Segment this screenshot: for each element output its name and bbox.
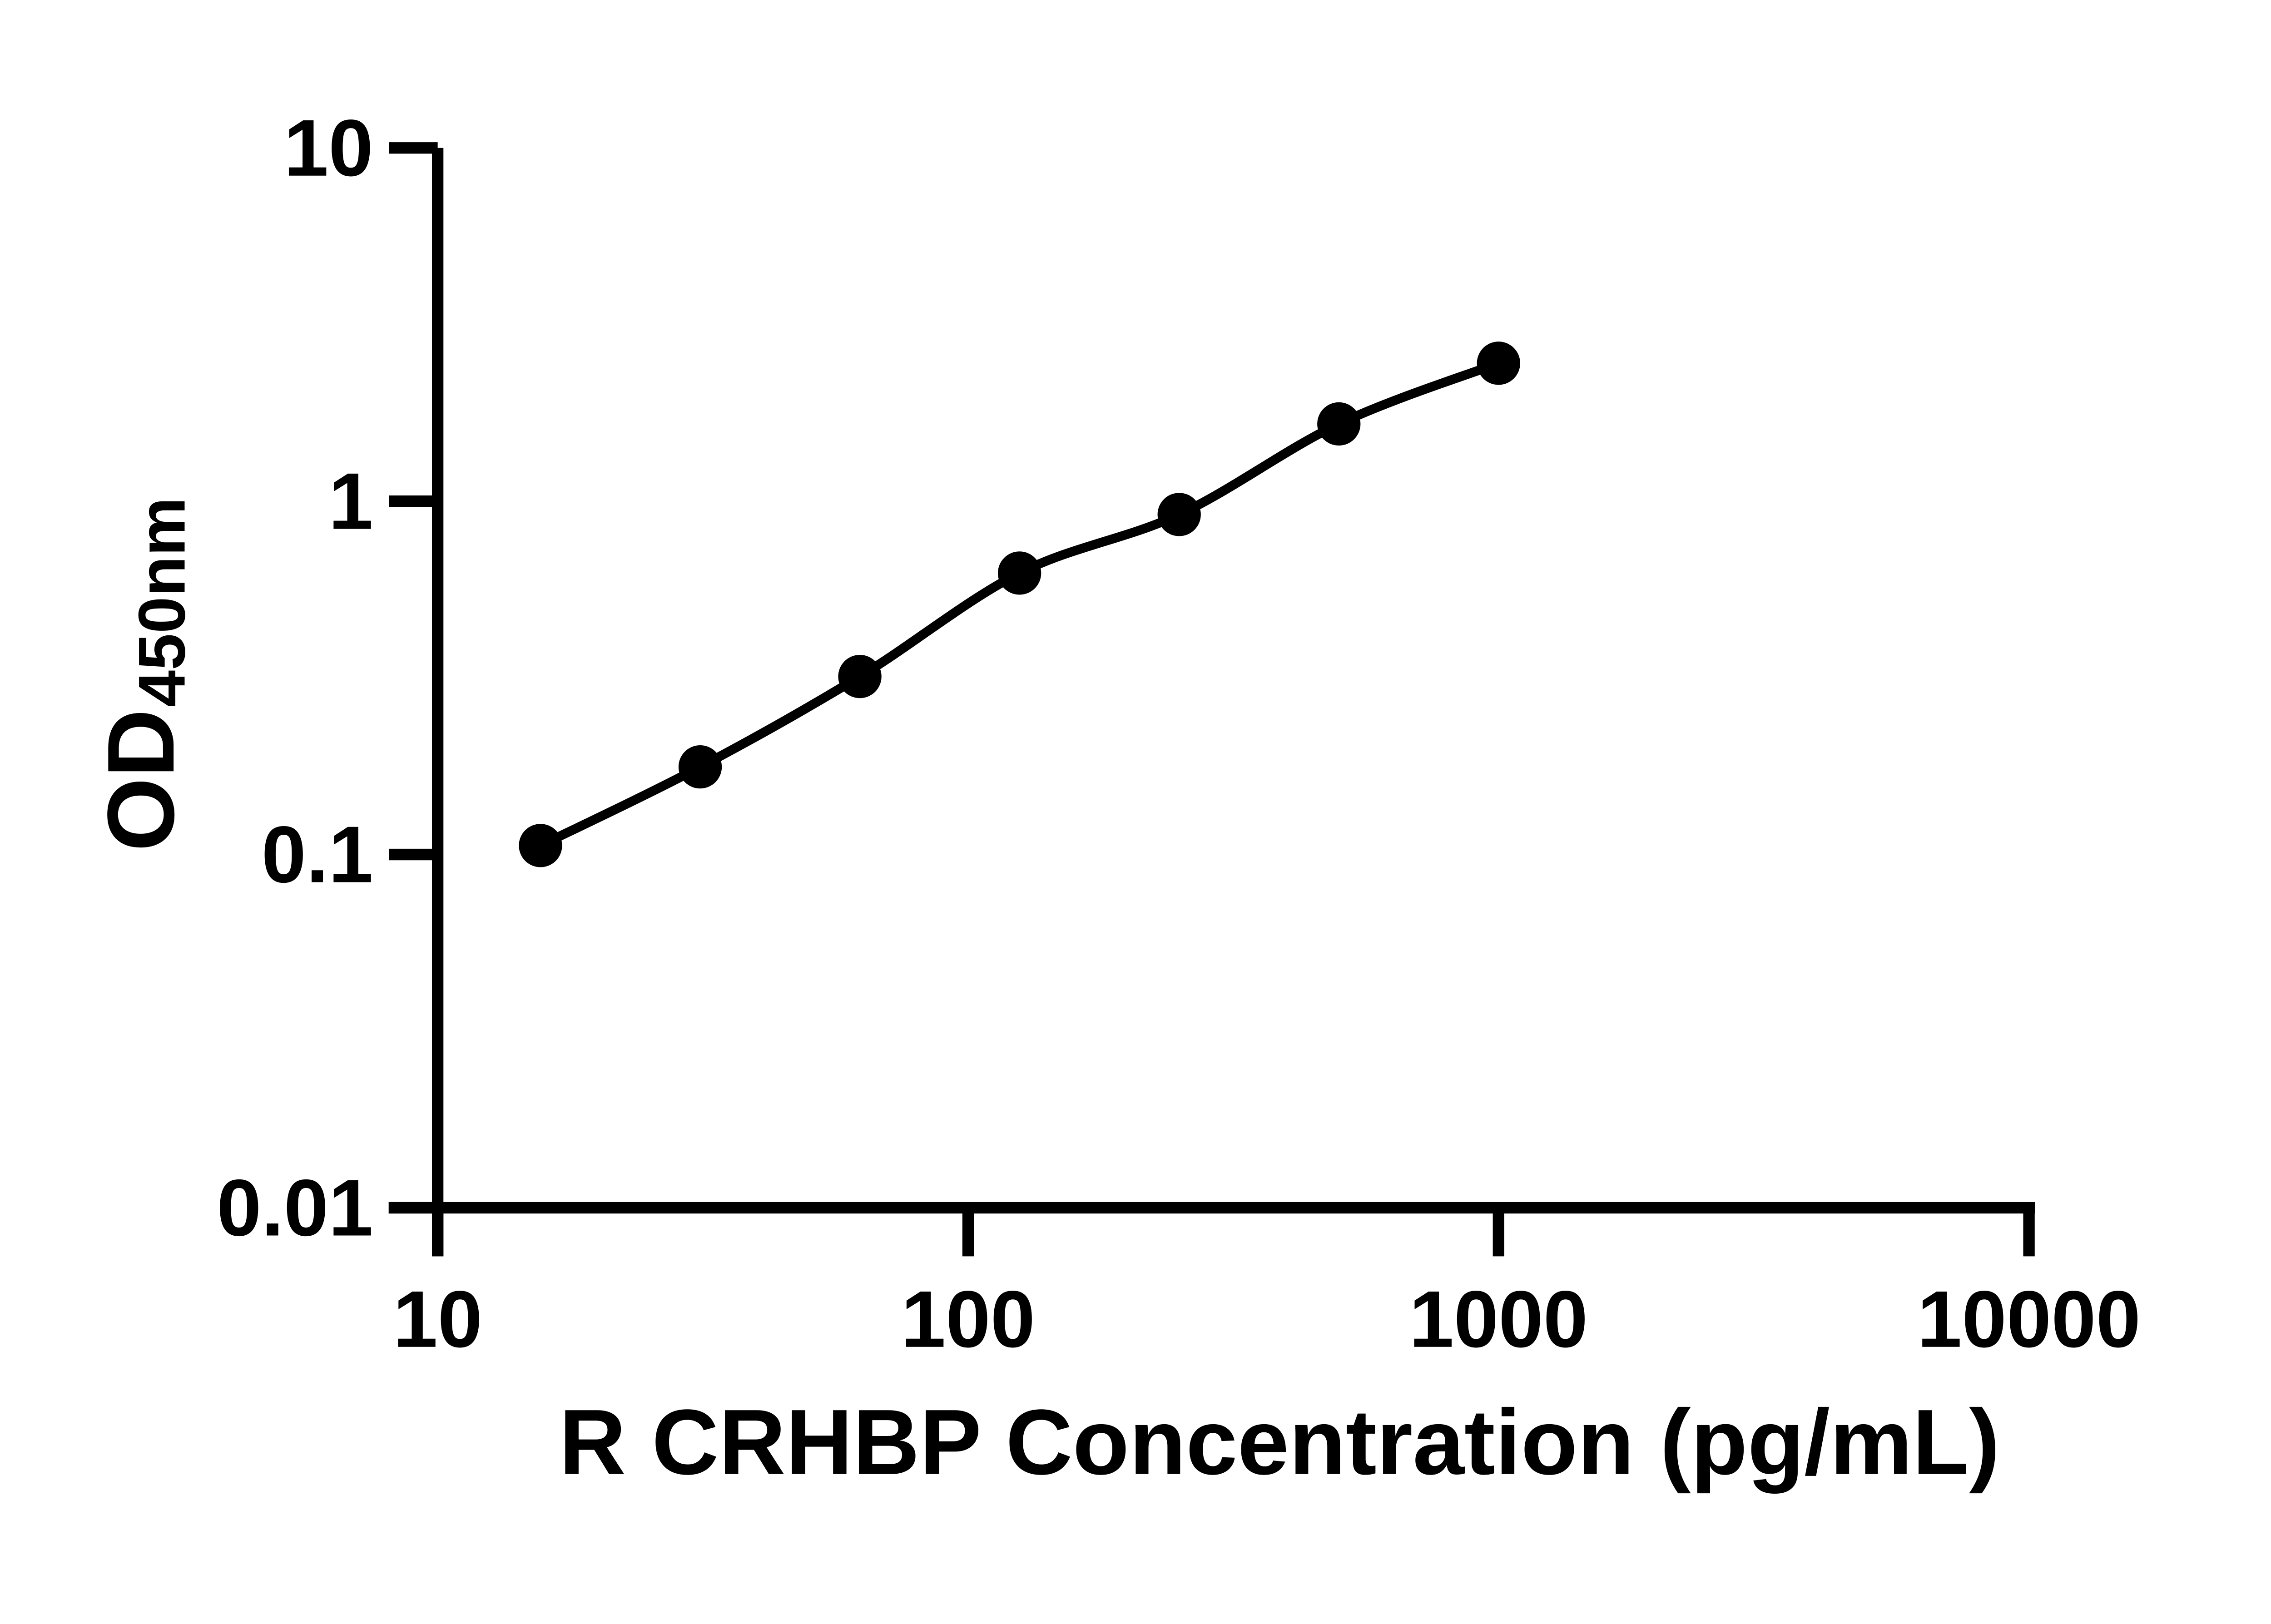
- y-tick-label: 0.1: [262, 810, 373, 900]
- x-tick-label: 10: [393, 1274, 482, 1364]
- y-tick-label: 10: [284, 103, 373, 193]
- y-axis-title: OD 450nm: [88, 497, 198, 852]
- axes-layer: [388, 148, 2035, 1257]
- x-tick-label: 100: [901, 1274, 1035, 1364]
- y-axis-title-main: OD: [88, 709, 194, 852]
- x-tick-label: 1000: [1409, 1274, 1588, 1364]
- data-point-marker: [1317, 402, 1361, 446]
- elisa-standard-curve-figure: 10 1 0.1 0.01 10 100 1000 10000 OD 450nm R CRHB…: [88, 103, 2141, 1494]
- x-tick-label: 10000: [1917, 1274, 2141, 1364]
- y-axis-title-subscript: 450nm: [124, 497, 198, 707]
- data-point-marker: [1477, 342, 1520, 385]
- data-point-marker: [997, 551, 1041, 595]
- x-axis-title: R CRHBP Concentration (pg/mL): [559, 1391, 2000, 1494]
- y-tick-label: 0.01: [217, 1163, 373, 1253]
- data-point-marker: [519, 824, 562, 867]
- data-point-marker: [678, 745, 722, 789]
- series-layer: [519, 342, 1520, 867]
- data-point-marker: [1157, 493, 1201, 536]
- data-point-marker: [838, 655, 882, 698]
- y-tick-label: 1: [328, 456, 373, 546]
